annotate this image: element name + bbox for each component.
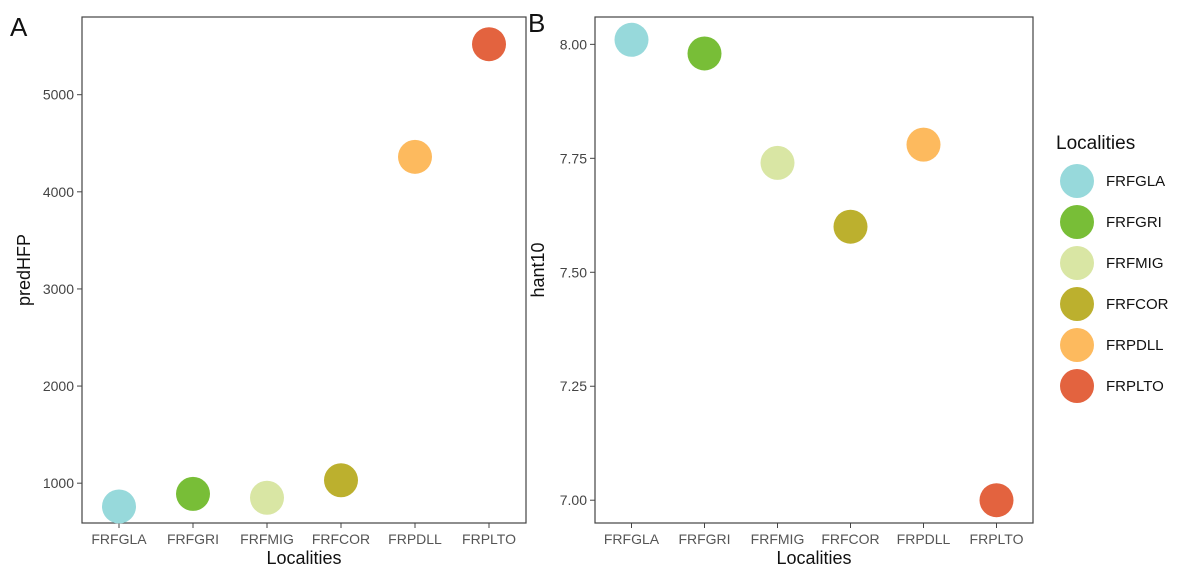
data-point-a-frpdll bbox=[398, 139, 432, 174]
data-point-a-frfgri bbox=[176, 476, 210, 511]
panel-a-label: A bbox=[10, 12, 28, 42]
x-tick-label-a: FRFCOR bbox=[312, 531, 370, 547]
x-tick-label-a: FRPLTO bbox=[462, 531, 516, 547]
plot-frame-b bbox=[594, 16, 1034, 524]
data-point-b-frfgri bbox=[687, 36, 722, 71]
x-tick-label-b: FRFMIG bbox=[751, 531, 805, 547]
legend: Localities FRFGLA FRFGRI FRFMIG FRFCOR FRPDL… bbox=[1056, 133, 1169, 403]
chart-panel-a: 1000 2000 3000 4000 5000 FRFGLA FRFGRI FRFMIG FR… bbox=[14, 16, 527, 568]
y-tick-label-b: 7.50 bbox=[560, 264, 587, 280]
data-point-b-frplto bbox=[979, 483, 1014, 518]
x-tick-label-b: FRFCOR bbox=[821, 531, 879, 547]
y-tick-label-a: 1000 bbox=[43, 475, 74, 491]
y-tick-label-a: 4000 bbox=[43, 184, 74, 200]
data-point-a-frfmig bbox=[250, 480, 284, 515]
legend-swatch-frfgla bbox=[1060, 164, 1094, 198]
legend-title: Localities bbox=[1056, 133, 1135, 154]
x-tick-label-a: FRFGRI bbox=[167, 531, 219, 547]
legend-swatch-frplto bbox=[1060, 369, 1094, 403]
legend-swatch-frfmig bbox=[1060, 246, 1094, 280]
panel-b-label: B bbox=[528, 8, 545, 38]
x-tick-label-b: FRFGRI bbox=[678, 531, 730, 547]
y-tick-label-b: 8.00 bbox=[560, 36, 587, 52]
legend-swatch-frfcor bbox=[1060, 287, 1094, 321]
data-point-b-frfmig bbox=[760, 145, 795, 180]
data-point-a-frplto bbox=[472, 27, 506, 62]
data-point-b-frpdll bbox=[906, 127, 941, 162]
y-tick-label-a: 2000 bbox=[43, 378, 74, 394]
legend-label-frfgla: FRFGLA bbox=[1106, 173, 1165, 190]
x-tick-label-a: FRFMIG bbox=[240, 531, 294, 547]
legend-swatch-frfgri bbox=[1060, 205, 1094, 239]
data-point-b-frfcor bbox=[833, 209, 868, 244]
legend-label-frfmig: FRFMIG bbox=[1106, 255, 1164, 272]
chart-panel-b: 7.00 7.25 7.50 7.75 8.00 FRFGLA FRFGRI FRFMIG FR… bbox=[528, 16, 1034, 568]
x-tick-label-b: FRPLTO bbox=[970, 531, 1024, 547]
y-tick-label-a: 3000 bbox=[43, 281, 74, 297]
data-point-a-frfgla bbox=[102, 489, 136, 524]
y-tick-label-b: 7.00 bbox=[560, 492, 587, 508]
y-tick-label-a: 5000 bbox=[43, 87, 74, 103]
y-tick-label-b: 7.25 bbox=[560, 378, 587, 394]
legend-label-frplto: FRPLTO bbox=[1106, 378, 1164, 395]
plot-frame-a bbox=[81, 16, 527, 524]
x-tick-label-a: FRPDLL bbox=[388, 531, 442, 547]
legend-label-frfgri: FRFGRI bbox=[1106, 214, 1162, 231]
x-axis-title-b: Localities bbox=[776, 548, 851, 568]
data-point-b-frfgla bbox=[614, 22, 649, 57]
y-axis-title-a: predHFP bbox=[14, 234, 34, 306]
legend-label-frpdll: FRPDLL bbox=[1106, 337, 1164, 354]
x-tick-label-a: FRFGLA bbox=[91, 531, 147, 547]
legend-label-frfcor: FRFCOR bbox=[1106, 296, 1169, 313]
legend-swatch-frpdll bbox=[1060, 328, 1094, 362]
x-axis-title-a: Localities bbox=[266, 548, 341, 568]
y-axis-title-b: hant10 bbox=[528, 242, 548, 297]
x-tick-label-b: FRFGLA bbox=[604, 531, 660, 547]
y-tick-label-b: 7.75 bbox=[560, 150, 587, 166]
data-point-a-frfcor bbox=[324, 463, 358, 498]
x-tick-label-b: FRPDLL bbox=[897, 531, 951, 547]
